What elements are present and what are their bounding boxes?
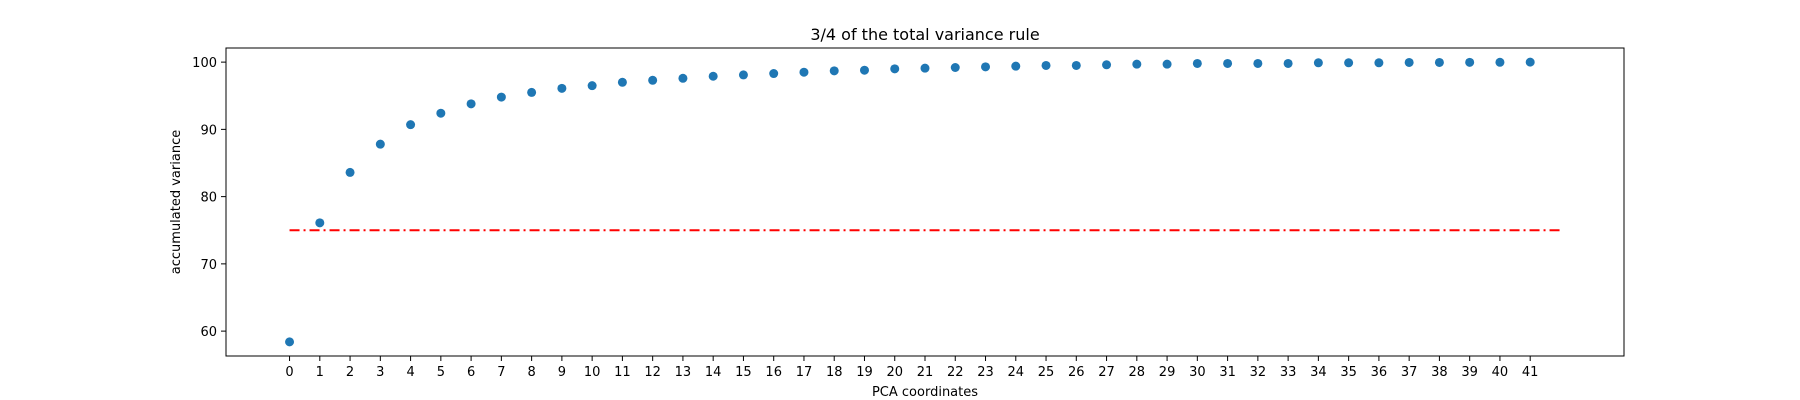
data-point	[648, 75, 658, 85]
x-tick-label: 22	[947, 365, 964, 380]
x-tick-label: 14	[705, 365, 722, 380]
x-tick-label: 36	[1371, 365, 1388, 380]
data-point	[1374, 58, 1384, 68]
x-tick-label: 18	[826, 365, 843, 380]
data-point	[1071, 60, 1081, 70]
x-tick-label: 39	[1461, 365, 1478, 380]
data-point	[708, 71, 718, 81]
y-tick-label: 60	[200, 325, 217, 340]
data-point	[738, 70, 748, 80]
data-point	[1102, 60, 1112, 70]
y-tick-label: 100	[192, 56, 217, 71]
data-point	[769, 69, 779, 79]
data-point	[890, 64, 900, 74]
x-tick-label: 5	[437, 365, 445, 380]
data-point	[496, 92, 506, 102]
chart-title: 3/4 of the total variance rule	[810, 25, 1039, 44]
x-tick-label: 26	[1068, 365, 1085, 380]
data-point	[375, 139, 385, 149]
data-point	[1404, 57, 1414, 67]
x-tick-label: 33	[1280, 365, 1297, 380]
data-point	[1192, 58, 1202, 68]
y-tick-label: 80	[200, 191, 217, 206]
x-tick-label: 31	[1219, 365, 1236, 380]
x-tick-label: 9	[558, 365, 566, 380]
data-point	[859, 65, 869, 75]
x-tick-label: 23	[977, 365, 994, 380]
data-point	[1253, 58, 1263, 68]
x-tick-label: 27	[1098, 365, 1115, 380]
data-point	[557, 83, 567, 93]
data-point	[1495, 57, 1505, 67]
x-tick-label: 6	[467, 365, 475, 380]
data-point	[920, 63, 930, 73]
x-tick-label: 8	[527, 365, 535, 380]
data-point	[285, 337, 295, 347]
x-tick-label: 13	[675, 365, 692, 380]
x-tick-label: 12	[644, 365, 661, 380]
data-point	[678, 73, 688, 83]
x-tick-label: 40	[1492, 365, 1509, 380]
x-axis-ticks: 0 1 2 3 4 5 6 7 8 9 10 11 12 13 14 15 16 17 18 19 20 21 22 23 24…	[285, 356, 1538, 380]
data-point	[829, 66, 839, 76]
x-tick-label: 17	[796, 365, 813, 380]
data-point	[950, 63, 960, 73]
data-point	[1132, 59, 1142, 69]
data-point	[527, 87, 537, 97]
y-axis-label: accumulated variance	[169, 130, 184, 274]
x-tick-label: 11	[614, 365, 631, 380]
y-tick-label: 70	[200, 258, 217, 273]
x-tick-label: 35	[1340, 365, 1357, 380]
x-tick-label: 2	[346, 365, 354, 380]
data-point	[315, 218, 325, 228]
data-point	[587, 81, 597, 91]
data-point	[1465, 57, 1475, 67]
x-tick-label: 15	[735, 365, 752, 380]
data-point	[1344, 58, 1354, 68]
data-point	[1434, 57, 1444, 67]
x-axis-label: PCA coordinates	[872, 385, 978, 400]
x-tick-label: 25	[1038, 365, 1055, 380]
x-tick-label: 34	[1310, 365, 1327, 380]
data-point	[1525, 57, 1535, 67]
x-tick-label: 21	[917, 365, 934, 380]
x-tick-label: 1	[316, 365, 324, 380]
x-tick-label: 0	[285, 365, 293, 380]
data-point	[1313, 58, 1323, 68]
y-tick-label: 90	[200, 123, 217, 138]
data-point	[1011, 61, 1021, 71]
data-point	[981, 62, 991, 72]
x-tick-label: 24	[1008, 365, 1025, 380]
data-point	[1283, 58, 1293, 68]
x-tick-label: 20	[886, 365, 903, 380]
x-tick-label: 16	[765, 365, 782, 380]
x-tick-label: 4	[406, 365, 414, 380]
data-point	[345, 167, 355, 177]
data-point	[436, 108, 446, 118]
data-point	[406, 120, 416, 130]
data-point	[617, 77, 627, 87]
x-tick-label: 41	[1522, 365, 1539, 380]
x-tick-label: 3	[376, 365, 384, 380]
data-point	[1162, 59, 1172, 69]
x-tick-label: 32	[1250, 365, 1267, 380]
y-axis-ticks: 60 70 80 90 100	[192, 56, 226, 340]
x-tick-label: 29	[1159, 365, 1176, 380]
x-tick-label: 38	[1431, 365, 1448, 380]
data-point	[466, 99, 476, 109]
x-tick-label: 28	[1129, 365, 1146, 380]
plot-frame	[225, 47, 1625, 357]
x-tick-label: 7	[497, 365, 505, 380]
x-tick-label: 19	[856, 365, 873, 380]
data-point	[799, 67, 809, 77]
x-tick-label: 10	[584, 365, 601, 380]
data-point	[1041, 60, 1051, 70]
x-tick-label: 37	[1401, 365, 1418, 380]
data-points	[285, 57, 1535, 347]
x-tick-label: 30	[1189, 365, 1206, 380]
data-point	[1223, 58, 1233, 68]
